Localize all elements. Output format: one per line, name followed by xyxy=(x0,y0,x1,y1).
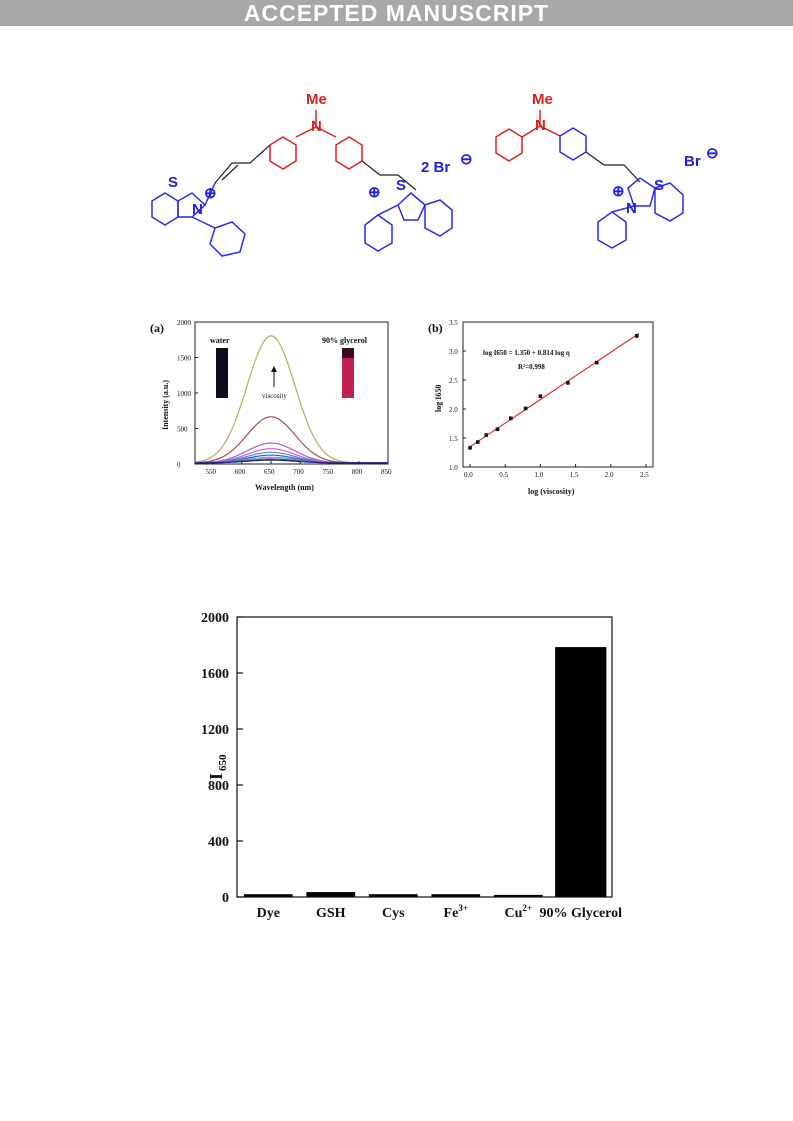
left-s-label: S xyxy=(168,174,178,191)
left-n-label: N xyxy=(192,201,203,218)
inset-glycerol-label: 90% glycerol xyxy=(322,336,368,345)
chart-a-curves xyxy=(194,335,388,464)
viscosity-arrow-head xyxy=(271,366,277,372)
chart-a-xtick-label: 800 xyxy=(352,468,363,476)
chart-c-xtick-label: 90% Glycerol xyxy=(539,906,622,921)
left-me-label: Me xyxy=(306,91,327,108)
chart-c-ytick-label: 1600 xyxy=(201,667,229,682)
bar-Cu2+ xyxy=(493,894,543,897)
left-n-red-label: N xyxy=(311,118,322,135)
bar-Fe3+ xyxy=(431,894,481,897)
chart-c-ytick-label: 800 xyxy=(208,779,229,794)
panel-a-label: (a) xyxy=(150,321,164,335)
inset-water-label: water xyxy=(210,336,230,345)
right-counterion: Br xyxy=(684,153,701,170)
chart-c-ylabel-base: I xyxy=(206,773,226,780)
chart-c-ytick-label: 2000 xyxy=(201,611,229,626)
chart-a-xtick-label: 650 xyxy=(264,468,275,476)
chart-c-ytick-label: 0 xyxy=(222,891,229,906)
chart-c-xtick-label: GSH xyxy=(316,906,346,921)
chart-a-xtick-label: 750 xyxy=(323,468,334,476)
chart-a-ytick-label: 2000 xyxy=(177,319,192,327)
bar-GSH xyxy=(306,892,356,897)
banner-text: ACCEPTED MANUSCRIPT xyxy=(243,0,550,26)
right-molecule: Me N ⊕ N S Br ⊖ xyxy=(495,91,719,249)
chart-c-xtick-label: Fe3+ xyxy=(444,903,468,921)
manuscript-banner: ACCEPTED MANUSCRIPT xyxy=(0,0,793,26)
chart-c-xtick-label: Cu2+ xyxy=(504,903,532,921)
bar-90% Glycerol xyxy=(555,647,607,897)
chart-c-xtick-sup: 3+ xyxy=(458,903,468,913)
chart-c-bars xyxy=(243,647,607,897)
chart-a-ytick-label: 0 xyxy=(177,461,181,469)
chart-a-xlabel: Wavelength (nm) xyxy=(255,483,314,492)
left-charge-1: ⊕ xyxy=(204,185,217,202)
inset-glycerol-vial xyxy=(342,348,354,398)
chart-a-xtick-label: 600 xyxy=(235,468,246,476)
chart-a-ytick-label: 1000 xyxy=(177,390,192,398)
chart-c-xtick-label: Dye xyxy=(257,906,280,921)
viscosity-label: viscosity xyxy=(262,392,287,400)
left-s2-label: S xyxy=(396,177,406,194)
chart-c-xtick-label: Cys xyxy=(382,906,405,921)
chart-a: (a) 550 600 650 700 750 800 850 0 500 1000 1500 200… xyxy=(150,319,392,492)
chart-a-ylabel: Intensity (a.u.) xyxy=(161,380,170,430)
chemical-structures: S N ⊕ Me N ⊕ S 2 Br ⊖ Me N ⊕ N S Br ⊖ xyxy=(151,91,719,257)
chart-c-ytick-label: 400 xyxy=(208,835,229,850)
bar-Cys xyxy=(368,894,418,897)
right-n-red-label: N xyxy=(535,117,546,134)
chart-c-xtick-sup: 2+ xyxy=(522,903,532,913)
chart-a-ytick-label: 500 xyxy=(177,426,188,434)
inset-glycerol-vial-top xyxy=(342,348,354,358)
left-molecule: S N ⊕ Me N ⊕ S 2 Br ⊖ xyxy=(151,91,473,257)
right-me-label: Me xyxy=(532,91,553,108)
bar-Dye xyxy=(243,894,293,897)
chart-a-xtick-label: 550 xyxy=(206,468,217,476)
right-charge: ⊕ xyxy=(612,183,625,200)
left-counterion: 2 Br xyxy=(421,159,450,176)
right-s-label: S xyxy=(654,177,664,194)
chart-a-ytick-label: 1500 xyxy=(177,355,192,363)
right-anion: ⊖ xyxy=(706,145,719,162)
spectrum-curve-8 xyxy=(195,459,388,464)
chart-a-xtick-label: 700 xyxy=(293,468,304,476)
inset-water-vial xyxy=(216,348,228,398)
left-charge-2: ⊕ xyxy=(368,184,381,201)
chart-c-ytick-label: 1200 xyxy=(201,723,229,738)
chart-c-axes: 0 400 800 1200 1600 2000 Dye GSH Cys Fe3+ Cu2+ 90% … xyxy=(201,611,622,921)
chart-a-xtick-label: 850 xyxy=(381,468,392,476)
chart-c-frame xyxy=(236,616,613,898)
right-n-label: N xyxy=(626,200,637,217)
chart-c-ylabel-sub: 650 xyxy=(217,754,229,771)
left-anion: ⊖ xyxy=(460,151,473,168)
